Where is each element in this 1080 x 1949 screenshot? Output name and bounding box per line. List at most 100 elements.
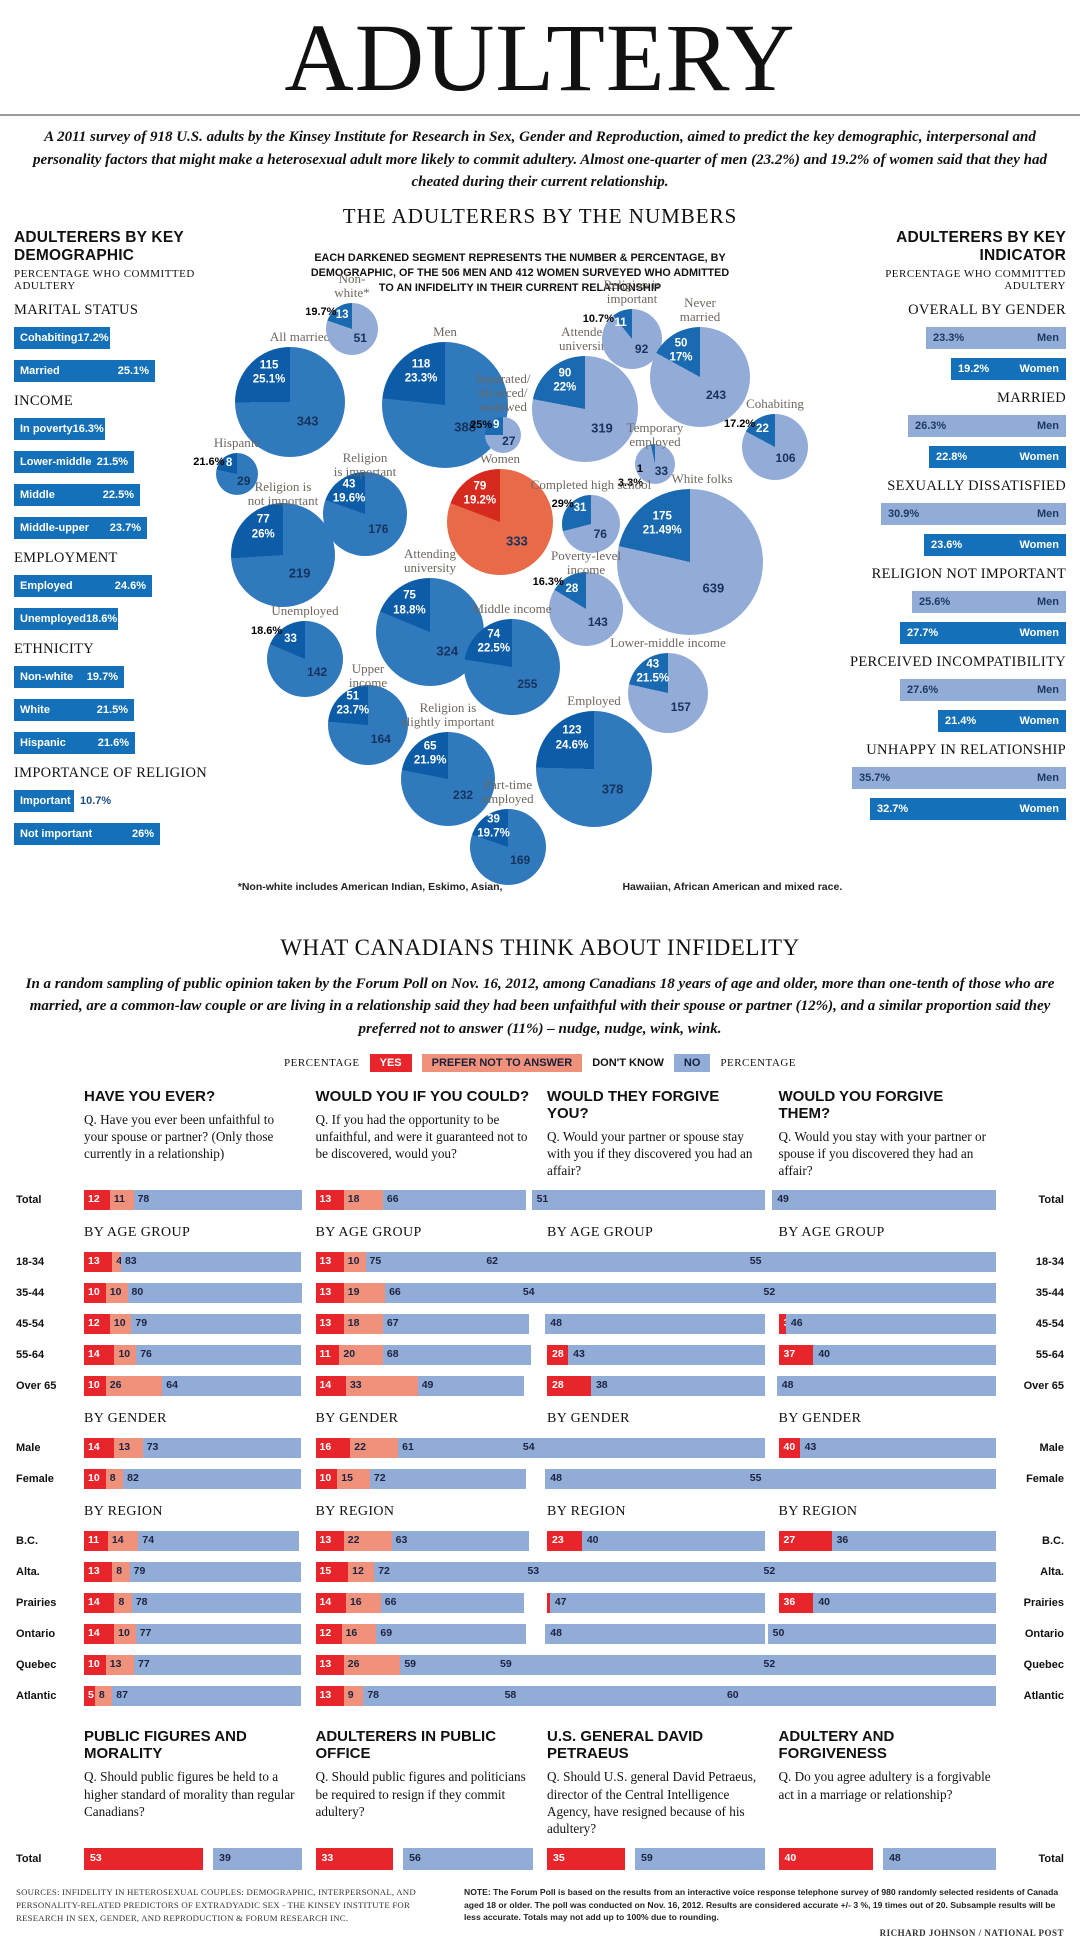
row-label: Male [1039,1442,1064,1455]
indicator-bar: 19.2% Women [951,357,1066,380]
no-segment: 72 [374,1562,531,1583]
indicator-bar-gender: Women [1019,626,1059,639]
bubble-never-married [650,326,750,427]
row-label: Female [16,1473,54,1486]
poll-split-bar: 28 38 [547,1376,765,1397]
indicator-bar: 23.6% Women [924,533,1066,556]
yes-segment: 33 [315,1848,394,1871]
bubble-total: 333 [506,533,528,549]
row-label: Female [1026,1473,1064,1486]
no-segment: 49 [417,1376,525,1397]
poll-stacked-bar: 13 8 79 [84,1562,302,1583]
demographic-bar-value: 10.7% [80,794,112,807]
demographic-bar-value: 24.6% [114,579,146,592]
poll-stacked-bar: 5 8 87 [84,1686,302,1707]
demographic-panel-title: ADULTERERS BY KEY DEMOGRAPHIC [14,228,184,264]
bubble-lower-middle-income [628,652,708,733]
canadians-intro: In a random sampling of public opinion t… [25,975,1055,1037]
poll-bottom-bar: 33 56 [315,1848,533,1871]
intro-text: A 2011 survey of 918 U.S. adults by the … [33,129,1047,190]
row-label: 18-34 [1035,1256,1064,1269]
indicator-bar-gender: Women [1019,362,1059,375]
bubble-separated [485,416,521,453]
poll-bottom-question: Q. Should public figures and politicians… [315,1769,526,1819]
bubble-total: 378 [601,781,624,797]
poll-bottom-question: Q. Do you agree adultery is a forgivable… [778,1769,991,1802]
page-title: ADULTERY [284,4,796,111]
footnote-right: Hawaiian, African American and mixed rac… [622,880,843,893]
bubble-total: 51 [353,330,367,345]
poll-stacked-bar: 15 12 72 [315,1562,534,1583]
bubble-footnote: *Non-white includes American Indian, Esk… [0,881,1080,893]
yes-segment: 10 [315,1469,338,1490]
yes-segment: 11 [315,1345,340,1366]
indicator-group-title: OVERALL BY GENDER [908,301,1066,318]
yes-segment: 14 [84,1438,115,1459]
poll-stacked-bar: 10 26 64 [84,1376,302,1397]
yes-segment: 13 [84,1562,113,1583]
demographic-bar: White 21.5% [14,698,134,721]
poll-stacked-bar: 14 8 78 [84,1593,302,1614]
poll-stacked-bar: 10 10 80 [84,1283,302,1304]
indicator-bar: 27.7% Women [900,621,1066,644]
prefer-segment: 8 [114,1593,132,1614]
indicator-bar-gender: Women [1019,802,1059,815]
bubble-total: 255 [517,676,538,691]
poll-split-bar: 2448 [545,1469,765,1490]
no-segment: 72 [369,1469,527,1490]
demographic-bar-row: Not important 26% [14,822,242,845]
yes-segment: 35 [547,1848,625,1871]
poll-stacked-bar: 13 18 66 [315,1190,534,1211]
demographic-bar-row: Lower-middle 21.5% [14,450,242,473]
prefer-segment: 22 [350,1438,399,1459]
yes-segment: 10 [84,1655,106,1676]
poll-bottom-grid: PUBLIC FIGURES AND MORALITY Q. Should pub… [0,1728,1080,1871]
yes-segment: 11 [84,1531,108,1552]
demographic-bar: Unemployed 18.6% [14,607,118,630]
demographic-groups: MARITAL STATUS Cohabiting 17.2% Married 25.1… [14,302,242,845]
demographic-bar-label: Cohabiting [20,331,78,344]
demographic-group-title: ETHNICITY [14,640,95,657]
row-label: 55-64 [1035,1349,1064,1362]
footnote-left: *Non-white includes American Indian, Esk… [237,880,503,893]
poll-stacked-bar: 11 14 74 [84,1531,302,1552]
poll-bottom-bar: 40 48 [778,1848,996,1871]
prefer-segment: 8 [105,1469,124,1490]
bubble-label: Completed high school [530,476,652,492]
poll-split-bar: 3550 [767,1624,996,1645]
yes-segment: 13 [315,1655,344,1676]
bubble-label: Women [479,450,521,466]
indicator-bar-gender: Men [1037,771,1059,784]
poll-stacked-bar: 12 11 78 [84,1190,302,1211]
bubble-segment-value: 74 22.5% [477,628,511,655]
poll-column-title: WOULD YOU FORGIVE THEM? [778,1088,944,1122]
bubble-label: Religion is slightly important [401,699,495,729]
no-segment: 49 [772,1190,996,1211]
bubble-segment-value: 90 22% [553,367,577,394]
bubble-label: Upper income [348,660,388,690]
bubble-middle-income [464,618,560,715]
bubble-pct: 16.3% [532,576,564,589]
bubble-segment-value: 51 23.7% [336,690,370,717]
row-label: 35-44 [1035,1287,1064,1300]
bubble-men [382,341,508,468]
row-label: Ontario [1024,1628,1064,1641]
demographic-bar-label: Unemployed [20,612,87,625]
poll-stacked-bar: 12 10 79 [84,1314,302,1335]
no-segment: 64 [162,1376,302,1397]
row-label: Total [1038,1194,1064,1207]
no-segment: 60 [721,1686,996,1707]
demographic-bar-row: Important 10.7% [14,789,242,812]
no-segment: 59 [635,1848,765,1871]
bubble-temporary-employed [635,443,675,484]
poll-stacked-bar: 13 19 66 [315,1283,534,1304]
no-segment: 62 [481,1252,765,1273]
bubble-religion-important-sm [602,308,662,369]
poll-subhead: BY AGE GROUP [547,1225,654,1241]
legend-yes: YES [369,1054,412,1072]
indicator-bar: 35.7% Men [852,766,1066,789]
demographic-bar-row: Employed 24.6% [14,574,242,597]
poll-stacked-bar: 10 13 77 [84,1655,302,1676]
demographic-bar-row: White 21.5% [14,698,242,721]
row-label: Male [16,1442,41,1455]
